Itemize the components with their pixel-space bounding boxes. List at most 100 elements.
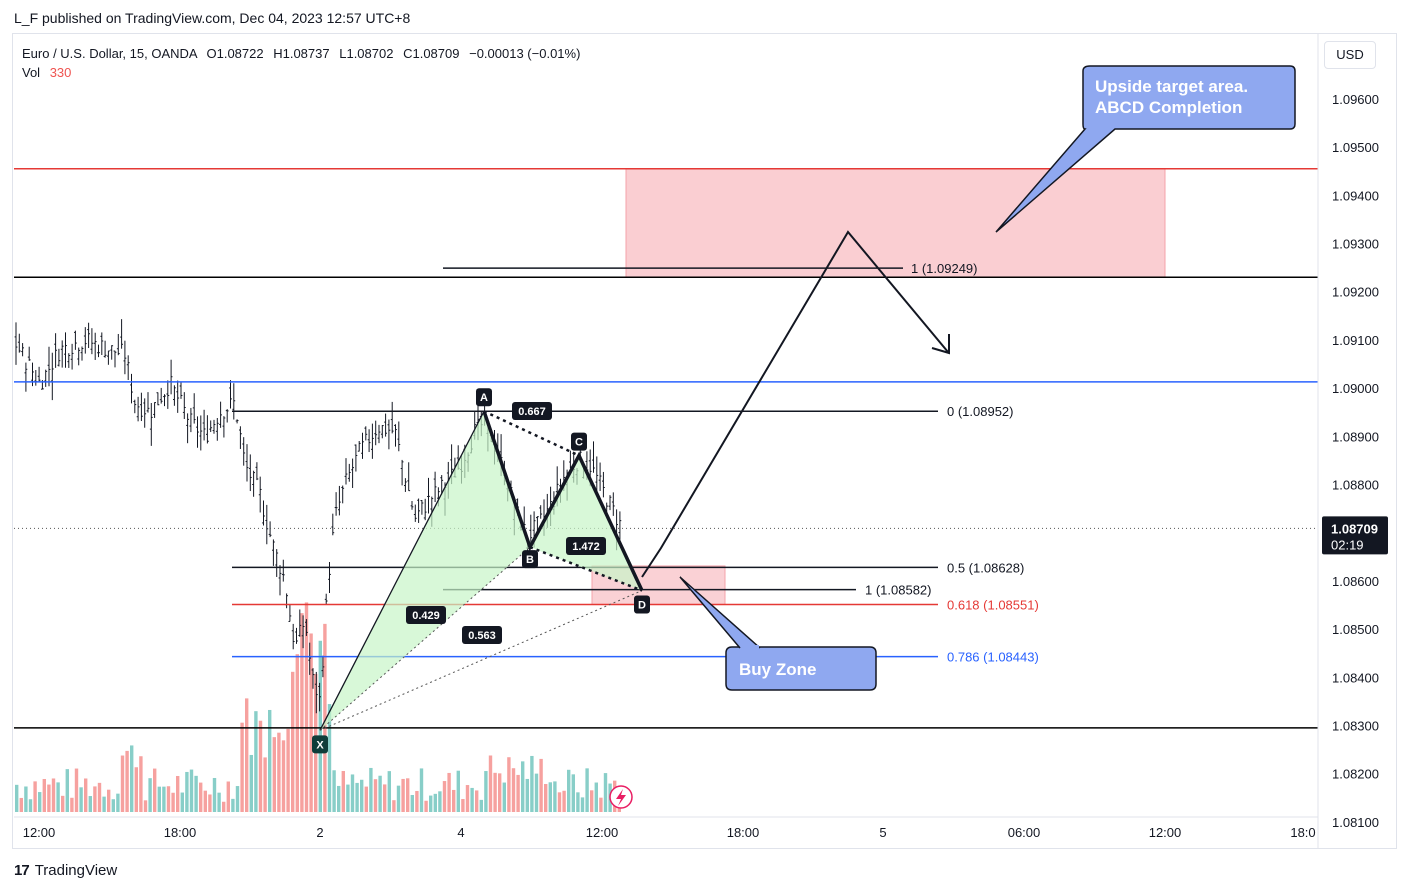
volume-bar bbox=[576, 792, 580, 812]
volume-bar bbox=[419, 768, 424, 812]
y-tick-label: 1.09100 bbox=[1332, 333, 1379, 348]
volume-bar bbox=[286, 728, 290, 812]
volume-bar bbox=[355, 782, 359, 812]
volume-bar bbox=[185, 771, 189, 812]
volume-bar bbox=[194, 775, 198, 812]
volume-bar bbox=[111, 799, 115, 812]
ratio-badge bbox=[462, 626, 502, 644]
volume-bar bbox=[525, 778, 529, 812]
volume-bar bbox=[28, 799, 33, 812]
volume-bar bbox=[332, 770, 336, 812]
volume-bar bbox=[84, 778, 88, 812]
volume-bar bbox=[599, 797, 603, 812]
volume-bar bbox=[534, 773, 539, 812]
symbol-legend: Euro / U.S. Dollar, 15, OANDA O1.08722 H… bbox=[22, 46, 580, 80]
y-tick-label: 1.08100 bbox=[1332, 815, 1379, 830]
upside-target-zone[interactable] bbox=[625, 168, 1166, 278]
volume-bar bbox=[378, 775, 382, 812]
volume-bar bbox=[88, 796, 92, 812]
point-c-label: C bbox=[575, 437, 583, 449]
volume-bar bbox=[93, 786, 97, 812]
volume-bar bbox=[498, 773, 502, 812]
volume-bar bbox=[208, 794, 212, 812]
x-tick-label: 12:00 bbox=[23, 825, 56, 840]
volume-bar bbox=[235, 786, 240, 812]
currency-button[interactable]: USD bbox=[1324, 41, 1376, 69]
volume-bar bbox=[571, 774, 575, 812]
volume-bar bbox=[406, 778, 410, 812]
last-price-value: 1.08709 bbox=[1331, 521, 1378, 536]
point-a-badge[interactable] bbox=[476, 388, 492, 407]
volume-bar bbox=[300, 613, 304, 812]
volume-bar bbox=[38, 792, 42, 812]
point-c-badge[interactable] bbox=[571, 432, 587, 451]
bd-dotted bbox=[529, 545, 643, 592]
volume-bar bbox=[309, 633, 313, 812]
buy-zone-pointer bbox=[679, 576, 761, 649]
volume-bar bbox=[116, 793, 120, 812]
symbol-name[interactable]: Euro / U.S. Dollar, 15, OANDA bbox=[22, 46, 197, 61]
bcd-triangle bbox=[530, 455, 642, 591]
volume-bar bbox=[231, 798, 235, 812]
ratio-label: 0.563 bbox=[468, 630, 496, 642]
volume-bar bbox=[79, 787, 83, 812]
y-tick-label: 1.09600 bbox=[1332, 92, 1379, 107]
volume-bar bbox=[456, 770, 460, 812]
volume-bar bbox=[373, 779, 378, 812]
ohlc-low: L1.08702 bbox=[339, 46, 394, 61]
volume-bar bbox=[452, 789, 456, 812]
y-tick-label: 1.08400 bbox=[1332, 670, 1379, 685]
point-b-badge[interactable] bbox=[522, 550, 538, 569]
volume-bar bbox=[511, 768, 516, 812]
volume-bar bbox=[249, 754, 253, 812]
volume-bar bbox=[424, 800, 428, 812]
ohlc-high: H1.08737 bbox=[273, 46, 330, 61]
volume-bar bbox=[240, 722, 244, 812]
volume-bar bbox=[42, 778, 46, 812]
volume-bar bbox=[369, 767, 373, 812]
volume-bar bbox=[56, 782, 60, 812]
point-b-label: B bbox=[526, 554, 534, 566]
volume-bar bbox=[272, 737, 276, 812]
buy-zone-text: Buy Zone bbox=[739, 660, 816, 679]
upside-target-callout[interactable] bbox=[995, 65, 1296, 233]
volume-bar bbox=[341, 770, 345, 812]
buy-zone-callout[interactable] bbox=[725, 646, 877, 691]
last-price-tag[interactable] bbox=[1322, 516, 1388, 555]
volume-bar bbox=[585, 768, 589, 812]
volume-bar bbox=[410, 794, 414, 812]
footer-brand[interactable]: 17 TradingView bbox=[14, 862, 117, 879]
volume-bar bbox=[19, 797, 23, 812]
ohlc-close: C1.08709 bbox=[403, 46, 460, 61]
volume-bar bbox=[65, 769, 69, 812]
x-tick-label: 12:00 bbox=[1149, 825, 1182, 840]
price-change: −0.00013 (−0.01%) bbox=[469, 46, 581, 61]
volume-bar bbox=[125, 750, 129, 812]
volume-bar bbox=[387, 771, 391, 812]
volume-bar bbox=[268, 709, 272, 812]
volume-bar bbox=[530, 755, 534, 812]
volume-bar bbox=[153, 768, 157, 812]
volume-bar bbox=[493, 772, 497, 812]
projection-path[interactable] bbox=[641, 230, 949, 578]
abcd-legs[interactable] bbox=[482, 410, 644, 592]
volume-bar bbox=[295, 654, 299, 812]
volume-bar bbox=[130, 745, 134, 812]
volume-bar bbox=[603, 773, 608, 812]
fib-level-0.786-label: 0.786 (1.08443) bbox=[947, 650, 1039, 665]
volume-bar bbox=[166, 786, 171, 812]
volume-bar bbox=[291, 671, 295, 812]
chart-frame bbox=[12, 33, 1397, 849]
volume-bar bbox=[429, 795, 433, 812]
volume-bar bbox=[24, 786, 28, 812]
volume-value: 330 bbox=[49, 65, 72, 80]
volume-bar bbox=[304, 602, 309, 812]
volume-bar bbox=[470, 787, 474, 812]
fib-level-0.5-label: 0.5 (1.08628) bbox=[947, 560, 1024, 575]
volume-bar bbox=[484, 771, 488, 812]
xa-leg[interactable] bbox=[319, 410, 485, 731]
point-x-badge[interactable] bbox=[312, 735, 328, 754]
point-d-badge[interactable] bbox=[634, 595, 650, 614]
y-tick-label: 1.09000 bbox=[1332, 381, 1379, 396]
